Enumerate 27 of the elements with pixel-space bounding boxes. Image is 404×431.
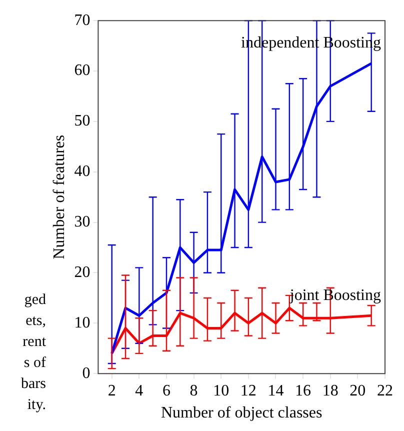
y-tick-label: 0 — [82, 364, 90, 382]
text: bars — [21, 376, 46, 392]
x-tick-label: 8 — [190, 382, 198, 400]
y-tick-label: 30 — [74, 214, 90, 231]
y-tick-label: 50 — [74, 112, 90, 130]
text: rent — [22, 334, 47, 350]
x-tick-label: 12 — [240, 382, 256, 400]
x-axis-title: Number of object classes — [160, 404, 322, 422]
x-tick-label: 2 — [108, 382, 116, 400]
y-tick-label: 40 — [74, 163, 90, 180]
x-tick-label: 4 — [135, 382, 144, 400]
x-tick-label: 10 — [213, 382, 230, 400]
x-tick-label: 16 — [295, 382, 312, 400]
text: ets, — [26, 312, 46, 329]
text: ged — [24, 292, 46, 308]
x-tick-label: 18 — [322, 382, 338, 400]
text: s of — [24, 354, 46, 371]
y-axis-title: Number of features — [50, 134, 68, 260]
y-tick-label: 60 — [74, 62, 90, 80]
x-tick-label: 14 — [268, 382, 284, 400]
y-tick-label: 70 — [74, 12, 90, 29]
y-tick-label: 20 — [74, 264, 90, 281]
text: ity. — [27, 396, 46, 413]
x-tick-label: 20 — [350, 382, 366, 400]
x-tick-label: 6 — [162, 382, 170, 400]
y-tick-label: 10 — [74, 314, 90, 332]
x-tick-label: 22 — [377, 382, 393, 400]
